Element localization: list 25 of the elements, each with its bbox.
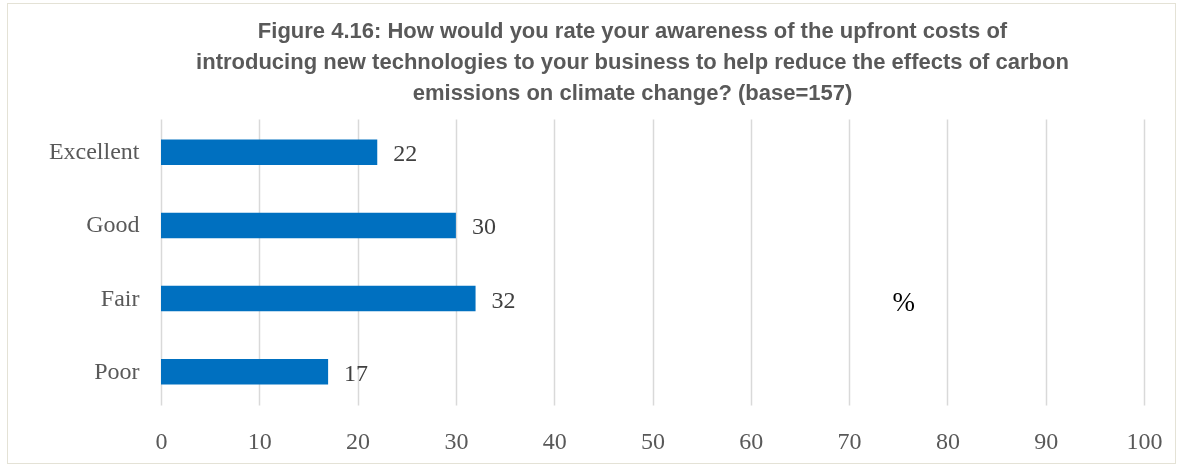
x-tick-label: 80	[935, 427, 960, 454]
x-tick-label: 0	[155, 427, 168, 454]
x-tick-label: 100	[1126, 427, 1163, 454]
x-tick-label: 60	[739, 427, 764, 454]
data-label: 22	[393, 140, 418, 167]
x-tick-label: 40	[542, 427, 567, 454]
y-tick-label: Fair	[100, 284, 140, 311]
y-tick-label: Poor	[94, 357, 140, 384]
x-tick-label: 20	[346, 427, 371, 454]
data-label: 17	[344, 359, 369, 386]
bar	[161, 285, 476, 312]
bar	[161, 212, 456, 239]
data-label: 32	[491, 286, 516, 313]
x-tick-label: 10	[247, 427, 272, 454]
bar	[161, 139, 378, 166]
x-tick-label: 70	[837, 427, 862, 454]
data-label: 30	[471, 213, 496, 240]
y-tick-label: Excellent	[48, 138, 140, 165]
x-tick-label: 90	[1034, 427, 1059, 454]
x-tick-label: 50	[641, 427, 665, 454]
x-tick-label: 30	[444, 427, 469, 454]
bar	[161, 358, 329, 385]
x-axis-title: %	[892, 286, 915, 317]
y-tick-label: Good	[86, 211, 140, 238]
chart-title: Figure 4.16: How would you rate your awareness of the upfront costs of introducing new technologies to your business to help reduce the effects of carbon emissions on climate change? (base=157)	[196, 18, 1069, 105]
